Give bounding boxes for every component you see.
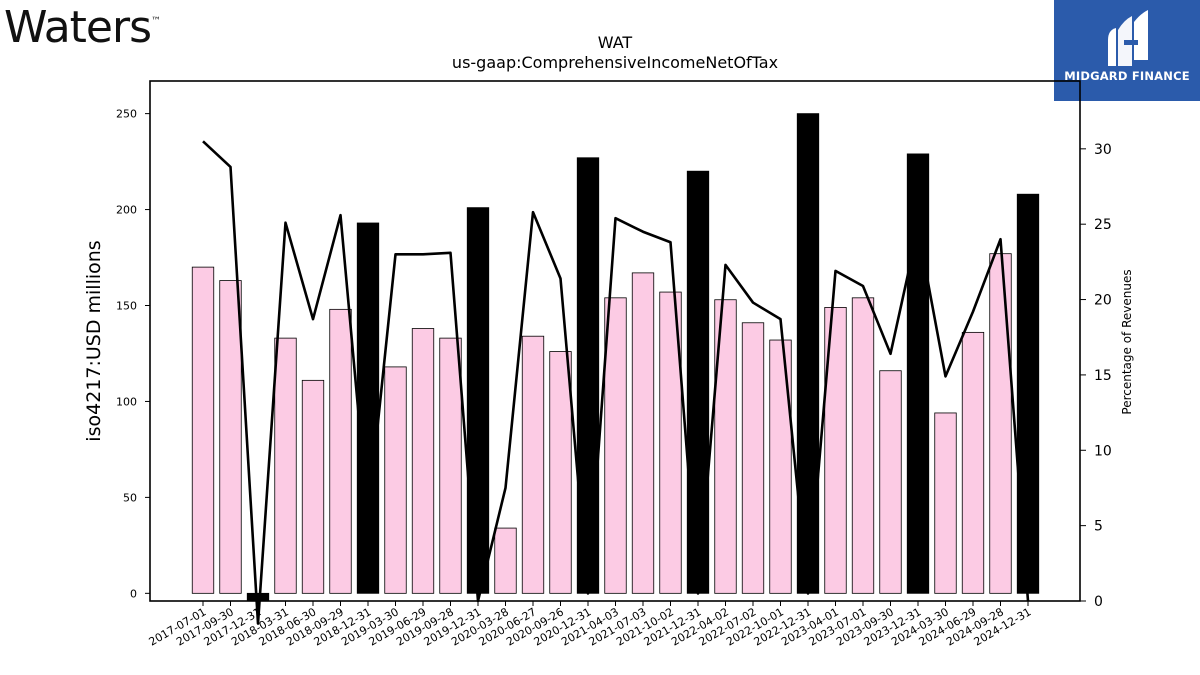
y-tick-label: 0 (130, 587, 137, 600)
quarter-bar (219, 280, 242, 594)
y2-tick-label: 15 (1094, 368, 1112, 384)
trademark-symbol: ™ (151, 16, 161, 27)
percentage-line (202, 140, 1030, 625)
y2-tick-label: 0 (1094, 594, 1103, 610)
quarter-bar (741, 322, 765, 594)
quarter-bar (411, 328, 435, 594)
chart-subtitle: us-gaap:ComprehensiveIncomeNetOfTax (451, 53, 779, 72)
y2-tick-label: 30 (1094, 142, 1112, 158)
axes-layer (145, 80, 1086, 606)
y2-tick-label: 10 (1094, 443, 1112, 459)
quarter-bar (301, 379, 325, 594)
annual-bar (246, 592, 270, 602)
quarter-bar (494, 527, 517, 594)
y-axis-label: iso4217:USD millions (83, 240, 105, 441)
annual-bar (466, 207, 490, 594)
company-logo-text: Waters (4, 2, 152, 53)
annual-bar (356, 222, 380, 594)
quarter-bar (934, 412, 957, 594)
quarter-bar (659, 291, 682, 594)
y2-tick-label: 5 (1094, 519, 1103, 535)
brand-logo-text: MIDGARD FINANCE (1064, 69, 1190, 83)
y-tick-label: 200 (116, 204, 137, 217)
quarter-bar (631, 272, 655, 594)
quarter-bar (604, 297, 627, 594)
line-layer (202, 140, 1030, 625)
quarter-bar (191, 266, 215, 594)
quarter-bar (879, 370, 902, 594)
quarter-bar (851, 297, 875, 594)
quarter-bar (961, 331, 985, 594)
y2-tick-label: 20 (1094, 293, 1112, 309)
annual-bar (686, 170, 710, 594)
y-tick-label: 50 (123, 491, 137, 504)
y-tick-label: 250 (116, 108, 137, 121)
quarter-bar (824, 307, 847, 594)
quarter-bar (714, 299, 737, 594)
y-tick-label: 150 (116, 300, 137, 313)
quarter-bar (769, 339, 792, 594)
y2-tick-label: 25 (1094, 217, 1112, 233)
y2-axis-label: Percentage of Revenues (1120, 269, 1134, 414)
company-logo: Waters™ (4, 2, 161, 53)
quarter-bar (521, 335, 545, 594)
annual-bar (1016, 193, 1040, 594)
annual-bar (576, 157, 600, 594)
quarter-bar (439, 337, 462, 594)
quarter-bar (989, 253, 1012, 594)
bars-layer (191, 113, 1040, 602)
y-tick-label: 100 (116, 395, 137, 408)
chart-title: WAT (597, 33, 633, 52)
annual-bar (906, 153, 930, 594)
brand-mark-icon (1108, 10, 1148, 66)
quarter-bar (384, 366, 407, 594)
brand-logo: MIDGARD FINANCE (1054, 0, 1200, 101)
quarter-bar (549, 351, 572, 594)
quarter-bar (274, 337, 297, 594)
quarter-bar (329, 308, 352, 594)
